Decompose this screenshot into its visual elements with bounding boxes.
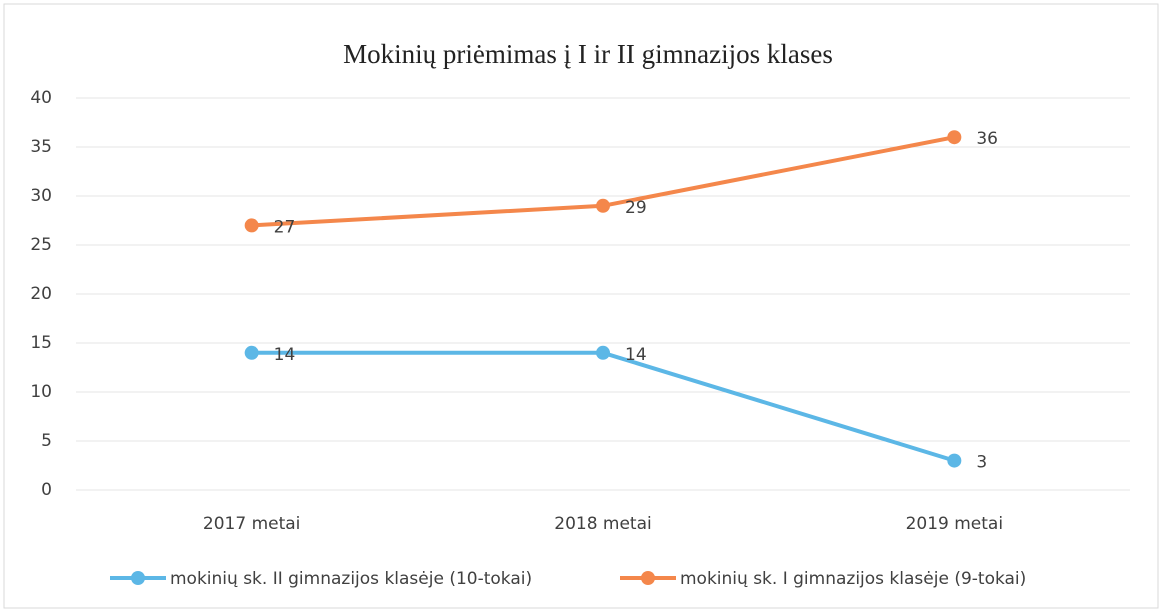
data-point	[947, 130, 962, 145]
x-tick-label: 2019 metai	[906, 514, 1004, 534]
y-tick-label: 5	[41, 431, 52, 451]
legend-label: mokinių sk. II gimnazijos klasėje (10-to…	[170, 569, 532, 589]
y-tick-label: 20	[30, 284, 52, 304]
y-tick-label: 0	[41, 480, 52, 500]
data-point	[596, 345, 610, 360]
chart-frame	[3, 3, 1159, 609]
legend-marker	[641, 571, 655, 585]
chart-title: Mokinių priėmimas į I ir II gimnazijos k…	[343, 39, 833, 69]
y-tick-label: 35	[30, 137, 52, 157]
data-label: 36	[976, 129, 998, 149]
y-tick-label: 30	[30, 186, 52, 206]
data-point	[244, 218, 259, 233]
legend-label: mokinių sk. I gimnazijos klasėje (9-toka…	[680, 569, 1026, 589]
data-point	[947, 453, 962, 468]
x-tick-label: 2017 metai	[203, 514, 301, 534]
data-point	[244, 345, 259, 360]
y-tick-label: 40	[30, 88, 52, 108]
y-tick-label: 25	[30, 235, 52, 255]
y-tick-label: 15	[30, 333, 52, 353]
data-label: 14	[625, 345, 647, 365]
data-label: 3	[976, 453, 987, 473]
data-point	[596, 198, 610, 213]
data-label: 29	[625, 198, 647, 218]
data-label: 14	[274, 345, 296, 365]
y-tick-label: 10	[30, 382, 52, 402]
x-tick-label: 2018 metai	[554, 514, 652, 534]
legend-marker	[131, 571, 145, 585]
data-label: 27	[274, 217, 296, 237]
